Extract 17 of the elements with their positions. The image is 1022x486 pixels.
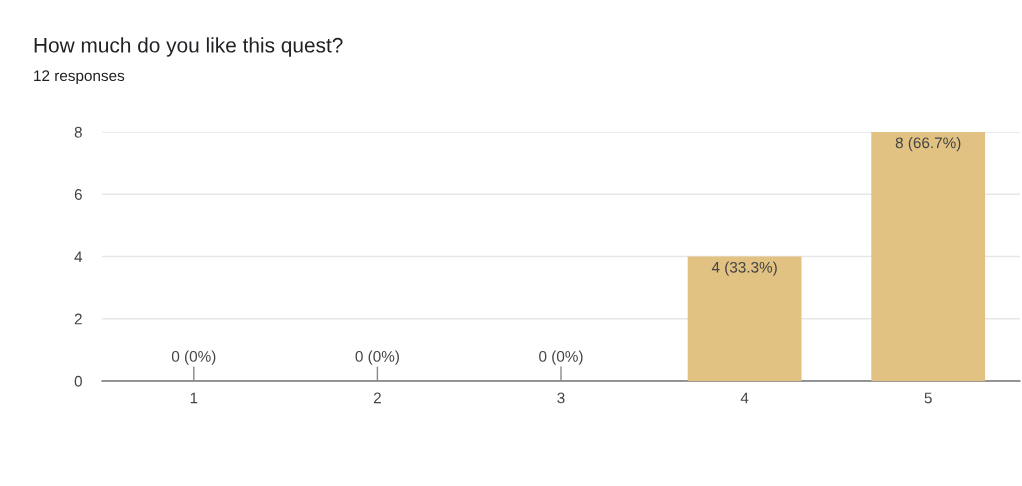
y-tick-label: 2 [74,313,82,325]
y-tick-label: 0 [74,375,82,387]
chart-title: How much do you like this quest? [34,37,343,57]
x-tick-label: 2 [373,392,381,404]
x-tick-label: 3 [557,392,565,404]
y-tick-label: 6 [74,189,82,200]
x-tick-label: 5 [924,392,932,404]
y-tick-label: 4 [74,251,83,263]
data-label: 0 (0%) [171,350,216,365]
data-label: 8 (66.7%) [895,136,961,152]
data-label: 0 (0%) [539,350,583,365]
x-tick-label: 4 [740,392,749,404]
y-tick-label: 8 [74,126,82,138]
data-label: 4 (33.3%) [711,261,777,276]
chart-subtitle: 12 responses [34,70,125,85]
data-label: 0 (0%) [355,350,399,365]
x-tick-label: 1 [190,392,198,404]
